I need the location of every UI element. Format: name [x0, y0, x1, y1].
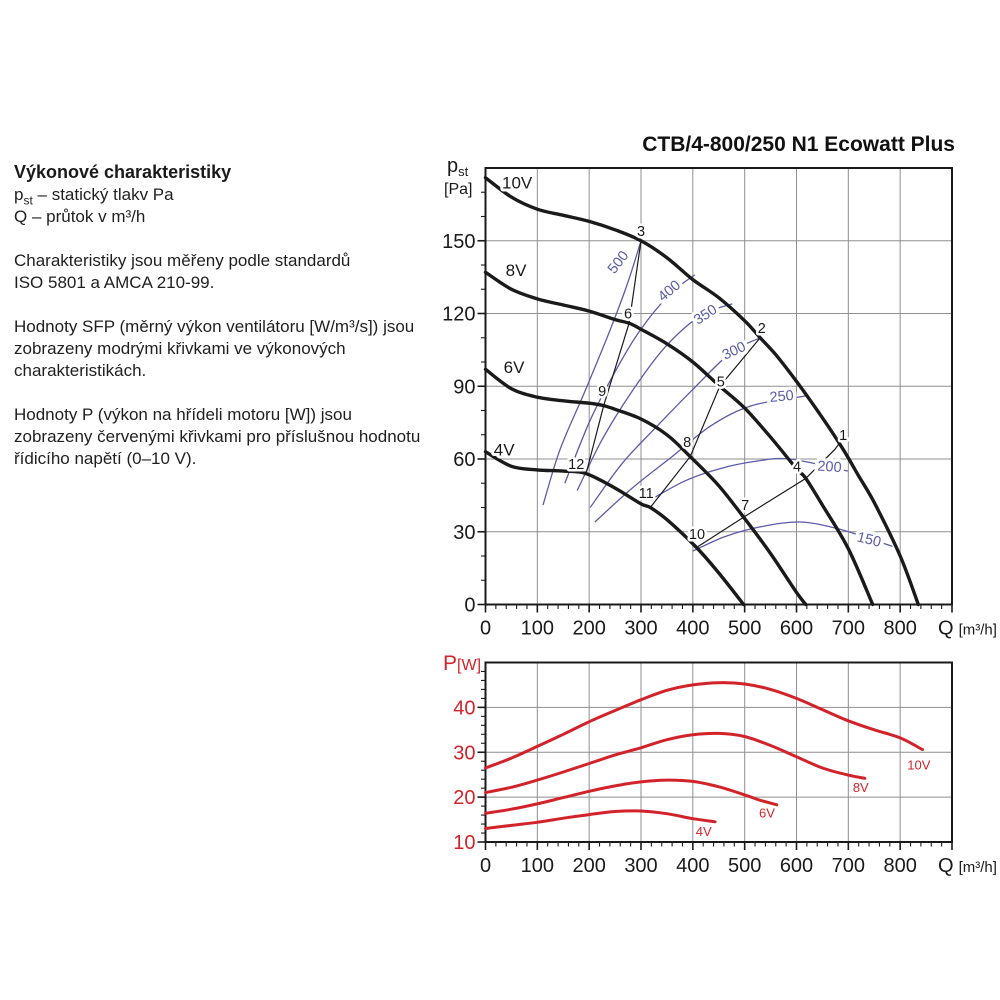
power-chart-y-tick-label: 40 [453, 697, 475, 719]
pressure-curve-10V [483, 176, 920, 607]
sfp-label-350: 350 [691, 302, 720, 329]
para-sfp: Hodnoty SFP (měrný výkon ventilátoru [W/… [14, 317, 415, 380]
pressure-chart-y-tick-label: 120 [442, 304, 475, 326]
sfp-label-200: 200 [817, 458, 842, 476]
power-curve-label-4V: 4V [696, 824, 712, 839]
legend-pst: pst – statický tlakv Pa [14, 185, 174, 208]
operating-point-label-10: 10 [689, 527, 705, 543]
pressure-chart-y-tick-label: 0 [464, 595, 475, 617]
power-curve-8V [484, 731, 867, 795]
power-curve-4V [484, 809, 717, 830]
sfp-curve-150 [692, 521, 893, 552]
sfp-curve-400 [564, 274, 696, 484]
selection-line-1 [585, 240, 642, 474]
power-chart-x-tick-label: 200 [572, 855, 605, 877]
pressure-chart-x-tick-label: 200 [572, 618, 605, 640]
operating-point-label-11: 11 [639, 486, 654, 502]
power-curve-label-6V: 6V [759, 806, 775, 821]
section-heading: Výkonové charakteristiky [14, 162, 232, 182]
power-chart-y-tick-label: 10 [453, 832, 475, 854]
operating-point-label-6: 6 [624, 307, 632, 323]
operating-point-label-5: 5 [717, 374, 725, 390]
operating-point-label-2: 2 [758, 321, 766, 337]
power-chart-x-tick-label: 100 [521, 855, 554, 877]
power-chart-x-tick-label: 500 [728, 855, 761, 877]
operating-point-label-3: 3 [637, 224, 645, 240]
chart-title: CTB/4-800/250 N1 Ecowatt Plus [642, 133, 955, 156]
sfp-label-500: 500 [605, 248, 633, 277]
operating-point-label-7: 7 [741, 498, 749, 514]
sfp-label-400: 400 [655, 277, 684, 305]
pressure-chart-x-tick-label: 0 [480, 618, 491, 640]
legend-q: Q – průtok v m³/h [14, 207, 146, 226]
sfp-curve-500 [542, 240, 642, 506]
power-chart-y-tick-label: 20 [453, 787, 475, 809]
pressure-chart-x-tick-label: 600 [780, 618, 813, 640]
power-chart-x-tick-label: 800 [883, 855, 916, 877]
pressure-curve-label-8V: 8V [506, 261, 527, 280]
pressure-chart-x-tick-label: 800 [883, 618, 916, 640]
para-power: Hodnoty P (výkon na hřídeli motoru [W]) … [14, 405, 421, 468]
power-chart-x-axis-unit: Q [m³/h] [938, 855, 997, 877]
operating-point-label-12: 12 [568, 457, 584, 473]
pressure-chart-x-tick-label: 300 [624, 618, 657, 640]
left-panel: Výkonové charakteristiky pst – statický … [14, 160, 428, 470]
para-standards: Charakteristiky jsou měřeny podle standa… [14, 251, 351, 292]
sfp-curve-350 [576, 303, 733, 491]
power-chart-x-tick-label: 0 [480, 855, 491, 877]
pressure-chart-x-tick-label: 700 [832, 618, 865, 640]
pressure-curve-6V [483, 367, 808, 607]
sfp-label-150: 150 [855, 529, 882, 550]
power-chart-y-axis-title: P[W] [443, 652, 481, 675]
pressure-chart-y-axis-unit: [Pa] [444, 181, 472, 198]
power-curve-6V [484, 778, 779, 815]
pressure-chart-y-axis-title: pst [447, 155, 469, 179]
pressure-curve-label-6V: 6V [504, 358, 525, 377]
power-chart-x-tick-label: 300 [624, 855, 657, 877]
legend-block: pst – statický tlakv Pa Q – průtok v m³/… [14, 184, 428, 228]
selection-line-2 [649, 337, 761, 508]
sfp-curve-200 [649, 457, 848, 501]
operating-point-label-1: 1 [839, 428, 847, 444]
pressure-chart-x-axis-unit: Q [m³/h] [938, 618, 997, 640]
power-chart-x-tick-label: 700 [832, 855, 865, 877]
operating-point-label-9: 9 [598, 384, 606, 400]
power-chart-y-tick-label: 30 [453, 742, 475, 764]
power-curve-label-8V: 8V [853, 780, 869, 795]
sfp-curve-250 [594, 395, 806, 523]
pressure-chart-y-tick-label: 30 [453, 522, 475, 544]
pressure-chart-y-tick-label: 90 [453, 376, 475, 398]
pressure-curve-8V [483, 270, 875, 607]
power-chart-x-tick-label: 400 [676, 855, 709, 877]
pressure-chart-y-tick-label: 150 [442, 231, 475, 253]
power-curve-label-10V: 10V [907, 758, 930, 773]
pressure-chart-x-tick-label: 500 [728, 618, 761, 640]
pressure-curve-label-4V: 4V [494, 440, 515, 459]
pressure-chart-y-tick-label: 60 [453, 449, 475, 471]
operating-point-label-4: 4 [793, 459, 801, 475]
pressure-curve-4V [483, 450, 746, 607]
sfp-curve-300 [589, 337, 761, 508]
pressure-curve-label-10V: 10V [502, 174, 533, 193]
operating-point-label-8: 8 [683, 435, 691, 451]
sfp-label-250: 250 [769, 388, 795, 406]
power-curve-10V [484, 681, 924, 770]
power-chart-x-tick-label: 600 [780, 855, 813, 877]
pressure-chart-x-tick-label: 100 [521, 618, 554, 640]
pressure-chart-x-tick-label: 400 [676, 618, 709, 640]
